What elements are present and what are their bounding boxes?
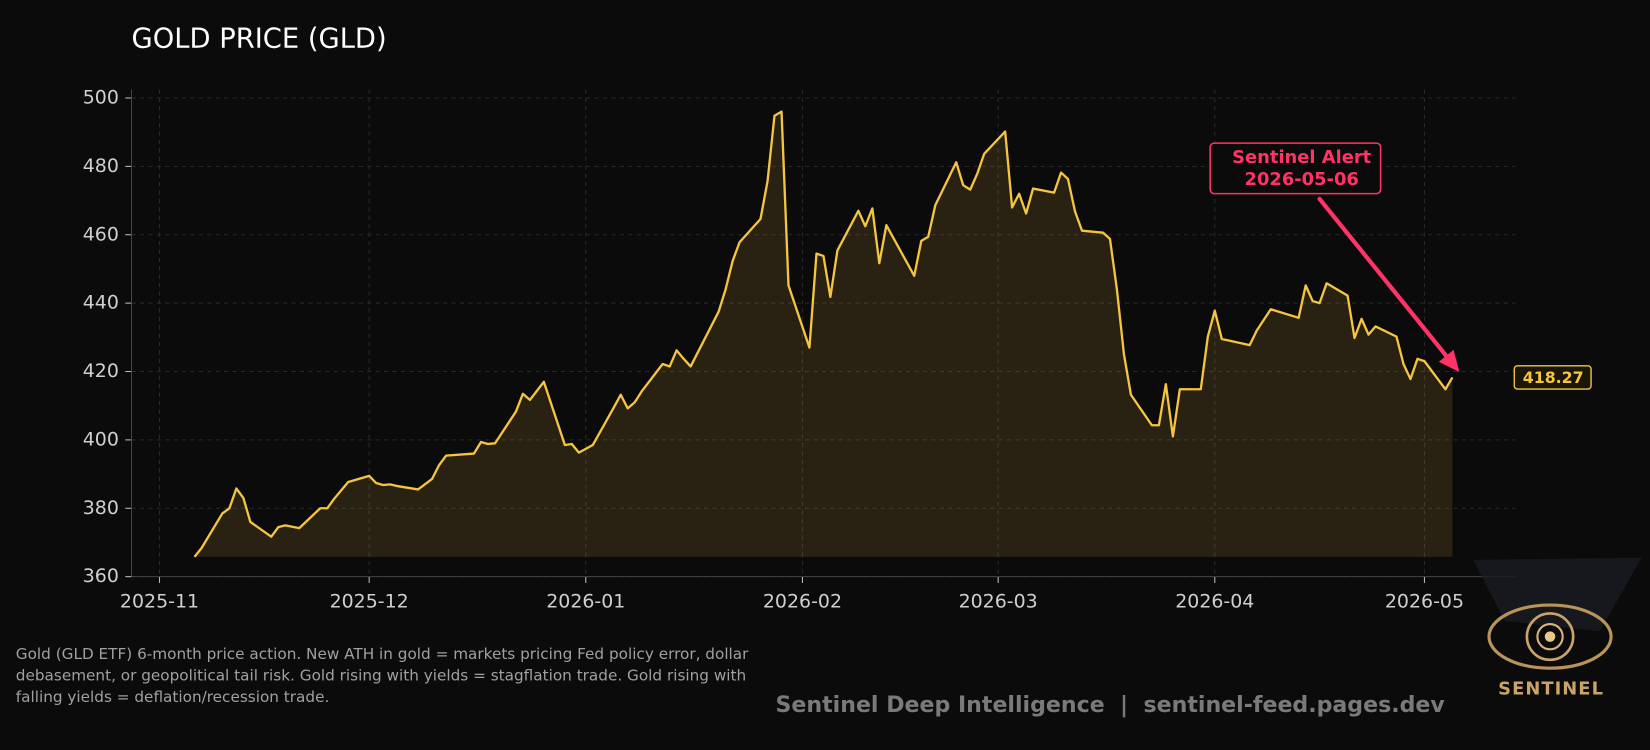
chart-body: GOLD PRICE (GLD) 360 380 400 420 440 460 480 50… xyxy=(16,23,1642,718)
caption: debasement, or geopolitical tail risk. G… xyxy=(16,667,746,685)
logo: SENTINEL xyxy=(1473,557,1642,699)
y-tick-label: 480 xyxy=(83,155,119,177)
logo-ring xyxy=(1536,622,1564,651)
y-tick-label: 500 xyxy=(83,86,119,108)
y-tick-label: 380 xyxy=(83,497,119,519)
x-tick-label: 2026-01 xyxy=(546,590,625,612)
logo-iris xyxy=(1525,612,1575,662)
x-tick-label: 2026-04 xyxy=(1175,590,1254,612)
y-tick-label: 460 xyxy=(83,223,119,245)
x-tick-label: 2026-05 xyxy=(1385,590,1464,612)
last-value-box xyxy=(1513,365,1592,390)
price-line xyxy=(193,110,1454,558)
y-tick-label: 400 xyxy=(83,428,119,450)
footer: Sentinel Deep Intelligence | sentinel-fe… xyxy=(776,692,1446,718)
logo-text: SENTINEL xyxy=(1498,678,1604,699)
annotation-arrow xyxy=(1317,196,1454,364)
logo-pupil xyxy=(1544,631,1556,642)
annotation-box xyxy=(1209,142,1382,195)
area xyxy=(194,111,1453,557)
chart-title: GOLD PRICE (GLD) xyxy=(132,23,387,54)
y-tick-label: 440 xyxy=(83,292,119,314)
caption: falling yields = deflation/recession tra… xyxy=(16,688,330,706)
x-tick-label: 2026-03 xyxy=(959,590,1038,612)
last-value-label: 418.27 xyxy=(1523,368,1584,387)
annotation-text: Sentinel Alert xyxy=(1232,147,1371,168)
annotation-arrowhead xyxy=(1438,349,1460,373)
logo-eye xyxy=(1487,603,1613,670)
y-tick-label: 360 xyxy=(83,565,119,587)
annotation-text: 2026-05-06 xyxy=(1245,169,1359,190)
x-tick-label: 2025-11 xyxy=(120,590,199,612)
y-tick-label: 420 xyxy=(83,360,119,382)
logo-backdrop xyxy=(1473,557,1642,632)
caption: Gold (GLD ETF) 6-month price action. New… xyxy=(16,645,749,663)
x-tick-label: 2025-12 xyxy=(330,590,409,612)
x-tick-label: 2026-02 xyxy=(763,590,842,612)
